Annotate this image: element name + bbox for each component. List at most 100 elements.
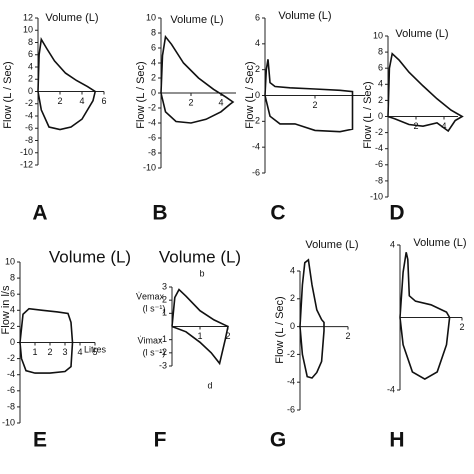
- y-tick-label: -8: [375, 175, 383, 185]
- y-tick-label: 6: [378, 63, 383, 73]
- y-tick-label: 10: [23, 25, 33, 35]
- y-tick-label: 8: [28, 37, 33, 47]
- y-tick-label: -4: [287, 377, 295, 387]
- y-tick-label: -8: [25, 135, 33, 145]
- y-tick-label: -6: [287, 404, 295, 414]
- y-tick-label: 4: [290, 265, 295, 275]
- panel-letter: D: [389, 202, 404, 225]
- y-tick-label: -4: [7, 369, 15, 379]
- x-tick-label: 2: [188, 97, 193, 107]
- panel-letter: B: [152, 202, 167, 225]
- y-tick-label: 2: [10, 321, 15, 331]
- flow-volume-loop: [399, 252, 451, 381]
- y-tick-label: 2: [162, 295, 167, 305]
- x-tick-label: 6: [101, 96, 106, 106]
- y-axis-label: Flow (L / Sec): [244, 61, 256, 128]
- panel-letter: A: [32, 202, 47, 225]
- flow-volume-loop: [160, 34, 235, 124]
- y-tick-label: 6: [255, 12, 260, 22]
- y-tick-label: -6: [148, 132, 156, 142]
- y-tick-label: -12: [20, 159, 33, 169]
- x-tick-label: 1: [197, 331, 202, 341]
- y-tick-label: -2: [148, 102, 156, 112]
- y-tick-label: -4: [252, 142, 260, 152]
- x-tick-label: 2: [47, 347, 52, 357]
- y-tick-label: -3: [159, 360, 167, 370]
- y-tick-label: 0: [378, 111, 383, 121]
- annotation: b: [199, 268, 204, 278]
- y-tick-label: -10: [2, 417, 15, 427]
- y-tick-label: -6: [7, 385, 15, 395]
- y-tick-label: 6: [151, 42, 156, 52]
- annotation: V̇imax: [137, 335, 163, 345]
- annotation: (l s⁻¹): [143, 347, 166, 357]
- x-axis-label: Litres: [84, 344, 107, 354]
- y-tick-label: 6: [28, 49, 33, 59]
- panel-letter: H: [389, 429, 404, 452]
- y-axis-label: Flow (L / Sec): [362, 81, 374, 148]
- y-tick-label: 3: [162, 281, 167, 291]
- annotation: V̇emax: [136, 291, 165, 301]
- y-axis-label: Flow (L / Sec): [274, 296, 286, 363]
- y-axis-label: Flow (L / Sec): [135, 61, 147, 128]
- y-tick-label: 12: [23, 12, 33, 22]
- panel-title: Volume (L): [305, 239, 358, 251]
- y-axis-label: Flow (L / Sec): [2, 61, 14, 128]
- y-tick-label: 4: [151, 57, 156, 67]
- x-tick-label: 1: [32, 347, 37, 357]
- x-tick-label: 4: [218, 97, 223, 107]
- x-tick-label: 4: [441, 121, 446, 131]
- flow-volume-loop: [387, 52, 464, 133]
- flow-volume-loop: [171, 288, 229, 366]
- y-tick-label: -8: [7, 401, 15, 411]
- x-tick-label: 3: [62, 347, 67, 357]
- x-tick-label: 2: [345, 331, 350, 341]
- y-axis-label: Flow in l/s: [0, 285, 12, 334]
- y-tick-label: -1: [159, 334, 167, 344]
- panel-title: Volume (L): [45, 12, 98, 24]
- y-tick-label: -10: [20, 147, 33, 157]
- flow-volume-loop: [37, 37, 97, 131]
- flow-volume-loop: [19, 307, 74, 374]
- y-tick-label: -2: [375, 127, 383, 137]
- y-tick-label: 4: [390, 239, 395, 249]
- y-tick-label: 6: [10, 289, 15, 299]
- y-tick-label: 2: [28, 74, 33, 84]
- x-tick-label: 2: [459, 322, 464, 332]
- x-tick-label: 4: [77, 347, 82, 357]
- panel-title: Volume (L): [159, 247, 241, 266]
- y-tick-label: 2: [255, 64, 260, 74]
- y-tick-label: -4: [148, 117, 156, 127]
- y-tick-label: 2: [290, 293, 295, 303]
- panel-letter: E: [33, 429, 47, 452]
- y-tick-label: -2: [7, 353, 15, 363]
- y-tick-label: 10: [5, 256, 15, 266]
- y-tick-label: 0: [290, 321, 295, 331]
- panel-title: Volume (L): [170, 14, 223, 26]
- y-tick-label: -10: [143, 162, 156, 172]
- y-tick-label: 4: [28, 61, 33, 71]
- y-tick-label: 0: [28, 86, 33, 96]
- panel-title: Volume (L): [278, 10, 331, 22]
- y-tick-label: 8: [151, 27, 156, 37]
- x-tick-label: 2: [57, 96, 62, 106]
- y-tick-label: -4: [387, 384, 395, 394]
- y-tick-label: -4: [25, 110, 33, 120]
- y-tick-label: -2: [159, 347, 167, 357]
- flow-volume-loop: [299, 258, 325, 379]
- panel-title: Volume (L): [49, 247, 131, 266]
- y-tick-label: -2: [25, 98, 33, 108]
- annotation: (l s⁻¹): [143, 303, 166, 313]
- y-tick-label: 0: [10, 337, 15, 347]
- y-tick-label: 4: [378, 79, 383, 89]
- y-tick-label: 2: [378, 95, 383, 105]
- x-tick-label: 5: [92, 347, 97, 357]
- y-tick-label: -2: [287, 349, 295, 359]
- annotation: d: [207, 380, 212, 390]
- y-tick-label: 1: [162, 308, 167, 318]
- y-tick-label: -8: [148, 147, 156, 157]
- y-tick-label: -10: [370, 191, 383, 201]
- x-tick-label: 2: [225, 331, 230, 341]
- panel-letter: G: [270, 429, 286, 452]
